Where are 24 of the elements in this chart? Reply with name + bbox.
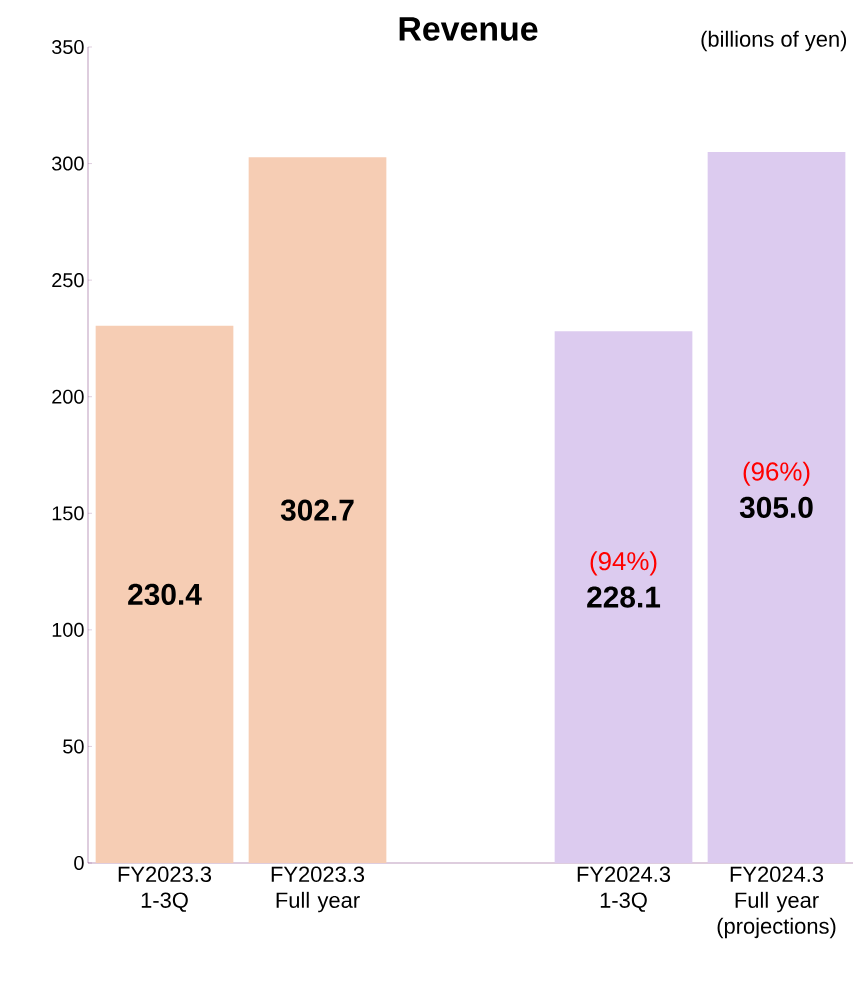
chart-title: Revenue <box>399 17 538 41</box>
y-tick-label: 150 <box>52 506 84 521</box>
data-label: 305.0 <box>739 496 813 519</box>
bar <box>248 157 387 863</box>
annotation: (94%) <box>590 551 657 576</box>
x-tick-label: FY2024.3 Full year (projections) <box>717 866 836 939</box>
x-tick-label: FY2024.3 1-3Q <box>577 866 671 912</box>
y-tick-label: 0 <box>74 855 84 871</box>
annotation: (billions of yen) <box>701 30 847 52</box>
annotation: (96%) <box>743 461 810 486</box>
data-label: 228.1 <box>587 586 661 608</box>
y-tick-label: 100 <box>52 622 84 637</box>
data-label: 302.7 <box>280 499 354 521</box>
y-tick-label: 250 <box>52 273 84 288</box>
y-tick-label: 350 <box>52 39 84 55</box>
bar <box>707 151 846 863</box>
x-tick-label: FY2023.3 1-3Q <box>118 866 212 912</box>
data-label: 230.4 <box>128 583 202 606</box>
x-tick-label: FY2023.3 Full year <box>271 866 365 913</box>
bar <box>554 331 693 863</box>
y-tick-label: 200 <box>52 389 84 404</box>
bar <box>95 325 234 863</box>
y-tick-label: 300 <box>52 156 84 171</box>
y-tick-label: 50 <box>63 739 84 754</box>
